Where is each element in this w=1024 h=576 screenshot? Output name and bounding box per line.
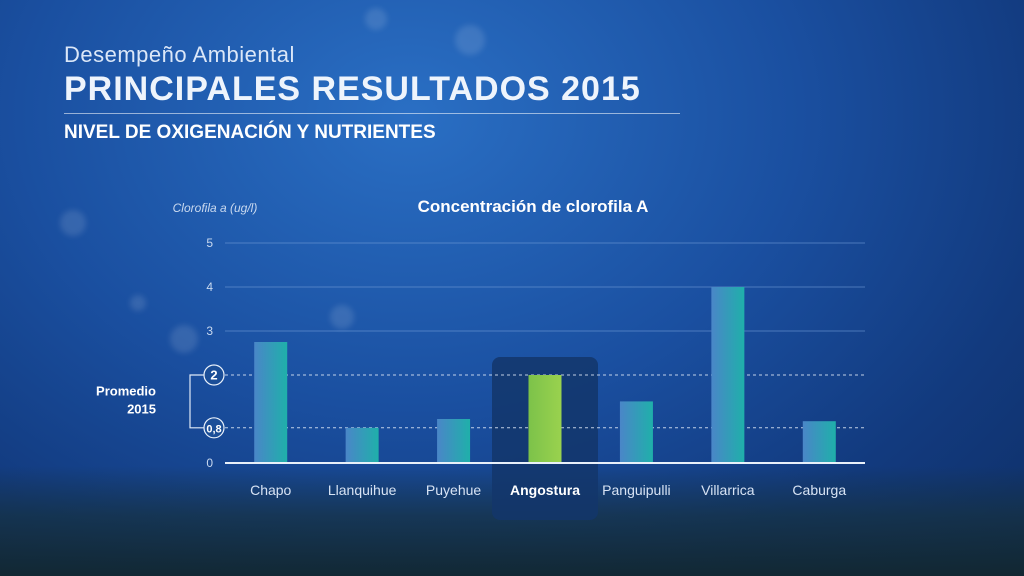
reference-bracket: [189, 374, 204, 429]
bokeh-light: [130, 295, 146, 311]
x-tick-label: Puyehue: [426, 482, 481, 498]
y-axis-label: Clorofila a (ug/l): [173, 201, 258, 215]
bar-caburga: [802, 421, 836, 463]
bar-llanquihue: [345, 427, 379, 463]
x-tick-label: Villarrica: [701, 482, 755, 498]
x-tick-label: Chapo: [250, 482, 291, 498]
x-tick-label: Panguipulli: [602, 482, 671, 498]
bar-villarrica: [711, 287, 745, 463]
bar-angostura: [528, 375, 562, 463]
bar-chapo: [254, 342, 288, 463]
reference-value-label: 2: [210, 368, 217, 383]
section-title: NIVEL DE OXIGENACIÓN Y NUTRIENTES: [64, 122, 436, 143]
y-tick-label: 4: [206, 280, 213, 294]
title-divider: [64, 113, 680, 114]
slide-header: Desempeño Ambiental PRINCIPALES RESULTAD…: [64, 42, 684, 144]
x-tick-label: Llanquihue: [328, 482, 397, 498]
x-tick-label: Caburga: [792, 482, 846, 498]
bokeh-light: [455, 25, 485, 55]
bokeh-light: [60, 210, 86, 236]
bar-puyehue: [437, 419, 471, 463]
chart-title: Concentración de clorofila A: [418, 197, 649, 216]
y-tick-label: 3: [206, 324, 213, 338]
reference-group-label: Promedio: [96, 383, 156, 398]
bokeh-light: [365, 8, 387, 30]
y-tick-label: 0: [206, 456, 213, 470]
bar-panguipulli: [619, 401, 653, 463]
x-tick-label: Angostura: [510, 482, 580, 498]
reference-group-label: 2015: [127, 401, 156, 416]
bokeh-light: [330, 305, 354, 329]
y-tick-label: 5: [206, 236, 213, 250]
reference-value-label: 0,8: [206, 423, 221, 435]
slide-title: PRINCIPALES RESULTADOS 2015: [64, 70, 641, 108]
slide-subtitle: Desempeño Ambiental: [64, 42, 295, 67]
bokeh-light: [170, 325, 198, 353]
